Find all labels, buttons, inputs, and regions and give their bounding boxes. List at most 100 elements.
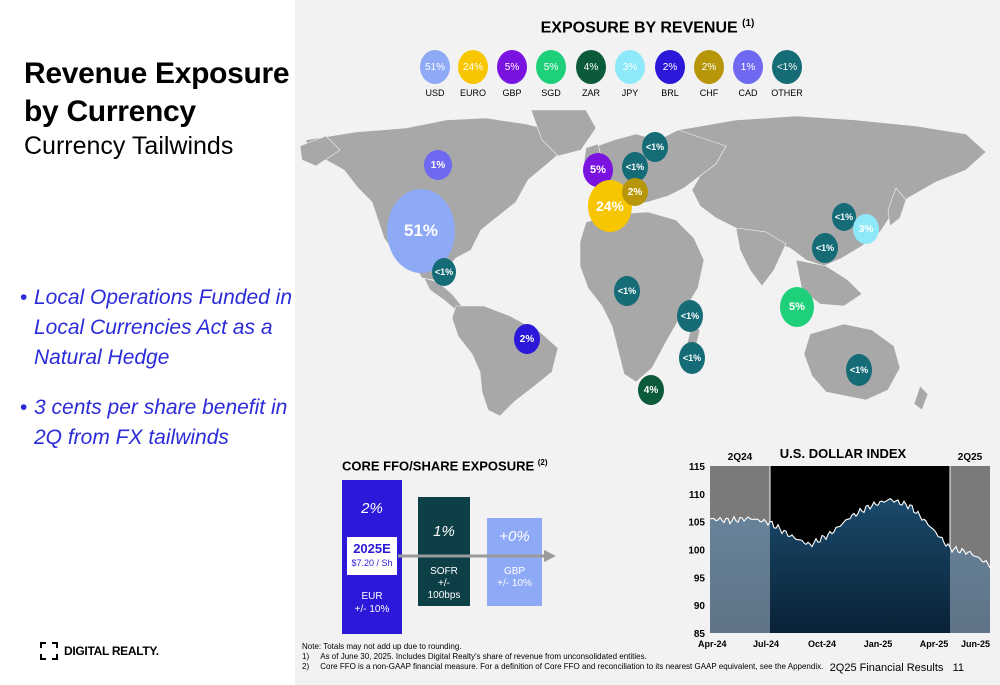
x-tick-label: Apr-25 [920, 639, 949, 649]
legend-label: EURO [459, 88, 486, 98]
ffo-gbp-pct: +0% [499, 528, 530, 545]
legend-label: CAD [738, 88, 758, 98]
x-tick-label: Jan-25 [864, 639, 893, 649]
africa-shape [579, 211, 705, 383]
x-tick-label: Oct-24 [808, 639, 836, 649]
map-bubble-switzerland: 2% [622, 178, 648, 206]
x-tick-label: Jul-24 [753, 639, 779, 649]
bullet-text: 3 cents per share benefit in 2Q from FX … [34, 396, 288, 449]
footnote-1: 1) As of June 30, 2025. Includes Digital… [302, 652, 823, 662]
exposure-title: EXPOSURE BY REVENUE (1) [295, 18, 1000, 37]
footnotes: Note: Totals may not add up due to round… [302, 642, 823, 672]
y-tick-label: 100 [688, 546, 705, 557]
company-logo: DIGITAL REALTY. [40, 642, 159, 660]
ffo-estimate-label: 2025E [353, 541, 391, 556]
chart-title: U.S. DOLLAR INDEX [780, 446, 907, 461]
map-bubble-mexico: <1% [432, 258, 456, 286]
legend-circle: 1% [733, 50, 763, 84]
legend-circle: 5% [536, 50, 566, 84]
legend-item-brl: 2% BRL [653, 50, 687, 98]
map-bubble-hong-kong: <1% [812, 233, 838, 263]
greenland-shape [530, 110, 597, 157]
x-tick-label: Apr-24 [698, 639, 727, 649]
footnote-0: Note: Totals may not add up due to round… [302, 642, 462, 651]
logo-mark-icon [40, 642, 58, 660]
page-title-line1: Revenue Exposure [24, 57, 290, 90]
map-bubble-japan: 3% [853, 214, 879, 244]
core-ffo-title: CORE FFO/SHARE EXPOSURE (2) [342, 458, 548, 473]
legend-label: OTHER [771, 88, 803, 98]
y-tick-label: 90 [694, 601, 706, 612]
bullet-text: Local Operations Funded in Local Currenc… [34, 286, 292, 369]
legend-item-chf: 2% CHF [692, 50, 726, 98]
legend-item-jpy: 3% JPY [613, 50, 647, 98]
legend-label: USD [425, 88, 445, 98]
ffo-sofr-bar: 1% SOFR +/- 100bps [418, 497, 470, 606]
legend-item-gbp: 5% GBP [495, 50, 529, 98]
ffo-estimate-box: 2025E $7.20 / Sh [346, 536, 398, 576]
ffo-eur-label: EUR [361, 591, 383, 602]
footnote-2-num: 2) [302, 662, 310, 671]
ffo-gbp-label: GBP [503, 566, 526, 577]
footnote-1-num: 1) [302, 652, 310, 661]
ffo-gbp-bar: +0% GBP +/- 10% [487, 518, 542, 606]
page-footer: 2Q25 Financial Results 11 [830, 662, 964, 674]
legend-item-cad: 1% CAD [731, 50, 765, 98]
legend-label: CHF [699, 88, 719, 98]
south-america-shape [451, 305, 559, 417]
asia-shape [677, 115, 987, 267]
ffo-sofr-label: SOFR [430, 566, 458, 577]
footnote-1-text: As of June 30, 2025. Includes Digital Re… [320, 652, 647, 661]
map-bubble-singapore: 5% [780, 287, 814, 327]
exposure-title-note: (1) [742, 18, 755, 29]
legend-circle: 5% [497, 50, 527, 84]
bullet-list: • Local Operations Funded in Local Curren… [20, 283, 295, 473]
map-bubble-nordics: <1% [642, 132, 668, 162]
ffo-estimate-value: $7.20 / Sh [351, 558, 393, 568]
dollar-index-chart: 85 90 95 100 105 110 115 Apr-24 Jul-24 Oct-24 Jan-… [680, 440, 1000, 665]
footer-text: 2Q25 Financial Results [829, 662, 944, 674]
ffo-sofr-pct: 1% [433, 523, 455, 540]
legend-item-euro: 24% EURO [456, 50, 490, 98]
map-bubble-uk: 5% [583, 153, 613, 187]
x-tick-label: Jun-25 [961, 639, 990, 649]
dollar-index-svg: 85 90 95 100 105 110 115 Apr-24 Jul-24 Oct-24 Jan-… [688, 446, 991, 649]
legend-item-other: <1% OTHER [770, 50, 804, 98]
legend-label: SGD [541, 88, 561, 98]
legend-circle: 24% [458, 50, 488, 84]
map-bubble-south-africa: 4% [638, 375, 664, 405]
map-bubble-korea: <1% [832, 203, 856, 231]
legend-item-usd: 51% USD [418, 50, 452, 98]
bullet-item: • 3 cents per share benefit in 2Q from FX… [20, 393, 295, 453]
core-ffo-title-note: (2) [537, 458, 548, 467]
footnote-2: 2) Core FFO is a non-GAAP financial meas… [302, 662, 823, 672]
y-tick-label: 105 [688, 518, 705, 529]
ffo-eur-range: +/- 10% [354, 604, 390, 615]
exposure-title-text: EXPOSURE BY REVENUE [540, 19, 738, 37]
map-bubble-brazil: 2% [514, 324, 540, 354]
page-number: 11 [952, 662, 964, 674]
map-bubble-east-africa: <1% [677, 300, 703, 332]
page-title-line2: by Currency [24, 95, 196, 128]
logo-text: DIGITAL REALTY. [64, 644, 159, 658]
legend-item-zar: 4% ZAR [574, 50, 608, 98]
india-shape [735, 227, 787, 287]
legend-circle: 51% [420, 50, 450, 84]
japan-shape [887, 187, 907, 227]
y-tick-label: 85 [694, 629, 706, 640]
period-label-2q24: 2Q24 [728, 452, 753, 463]
map-bubble-canada: 1% [424, 150, 452, 180]
legend-item-sgd: 5% SGD [534, 50, 568, 98]
period-label-2q25: 2Q25 [958, 452, 983, 463]
legend-label: GBP [502, 88, 522, 98]
ffo-sofr-range2: 100bps [427, 590, 461, 601]
map-bubble-north-europe: <1% [622, 152, 648, 182]
y-tick-label: 110 [689, 490, 706, 501]
legend-label: JPY [621, 88, 639, 98]
footnote-2-text: Core FFO is a non-GAAP financial measure… [320, 662, 824, 671]
dollar-index-line [709, 497, 991, 568]
legend-circle: 4% [576, 50, 606, 84]
legend-circle: <1% [772, 50, 802, 84]
core-ffo-title-text: CORE FFO/SHARE EXPOSURE [342, 458, 535, 474]
bullet-dot-icon: • [20, 286, 28, 309]
